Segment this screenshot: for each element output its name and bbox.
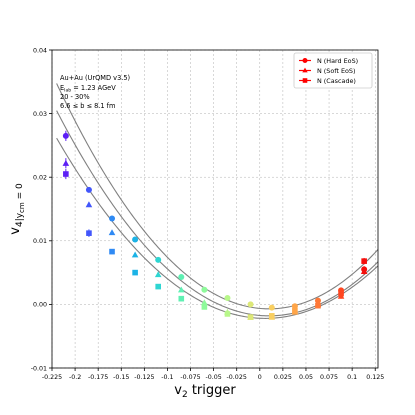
legend-marker-square (302, 78, 308, 83)
data-point-triangle (62, 159, 70, 166)
y-tick-label: -0.01 (31, 365, 47, 372)
x-tick-label: -0.1 (161, 374, 173, 381)
fit-curve (56, 83, 379, 310)
data-point-circle (291, 303, 298, 310)
data-point-square (338, 290, 344, 297)
data-point-circle (268, 304, 275, 311)
plot-frame (51, 49, 379, 369)
legend-item-hard-eos: N (Hard EoS) (299, 57, 358, 65)
x-tick-label: -0.175 (88, 374, 108, 381)
data-point-circle (224, 295, 231, 302)
legend-label-soft-eos: N (Soft EoS) (317, 67, 355, 75)
data-point-square (361, 258, 367, 264)
data-point-square (86, 230, 92, 236)
data-point-triangle (201, 299, 208, 306)
x-tick-label: 0.075 (320, 374, 338, 381)
y-tick-label: 0.04 (33, 47, 47, 54)
data-point-square (268, 313, 275, 319)
legend-item-soft-eos: N (Soft EoS) (299, 67, 355, 75)
data-point-square (132, 269, 138, 276)
y-axis-label: v4|ycm = 0 (8, 183, 26, 235)
legend-marker-triangle (302, 67, 308, 73)
data-point-square (201, 304, 208, 310)
data-point-square (247, 314, 254, 320)
data-point-circle (314, 297, 321, 304)
data-point-square (315, 302, 321, 309)
legend-label-hard-eos: N (Hard EoS) (317, 57, 358, 65)
legend: N (Hard EoS) N (Soft EoS) N (Cascade) (293, 52, 373, 89)
y-axis: -0.01 0.00 0.01 0.02 0.03 0.04 (31, 47, 52, 372)
legend-marker-circle (302, 58, 308, 63)
x-tick-label: 0.1 (347, 374, 357, 381)
annotation-centrality: 20 - 30% (60, 93, 90, 101)
data-point-square (224, 311, 231, 317)
y-tick-label: 0.01 (33, 238, 47, 245)
data-point-triangle (154, 271, 162, 278)
annotation-block: Au+Au (UrQMD v3.5) Elab = 1.23 AGeV 20 -… (60, 74, 130, 110)
annotation-system: Au+Au (UrQMD v3.5) (60, 74, 130, 82)
data-point-circle (201, 286, 208, 293)
legend-item-cascade: N (Cascade) (299, 77, 356, 85)
data-point-square (178, 295, 185, 302)
data-point-circle (132, 236, 139, 243)
x-tick-label: -0.075 (180, 374, 200, 381)
data-point-triangle (108, 229, 116, 236)
data-point-circle (247, 301, 254, 308)
x-tick-label: -0.125 (134, 374, 154, 381)
data-point-square (292, 307, 298, 314)
data-point-triangle (85, 201, 93, 208)
x-tick-label: 0.05 (299, 374, 313, 381)
data-point-circle (155, 256, 162, 263)
data-point-circle (109, 215, 116, 222)
fit-curve (56, 110, 379, 317)
data-point-triangle (131, 251, 139, 258)
data-point-square (109, 248, 115, 255)
data-point-circle (178, 274, 185, 281)
x-axis-label: v2 trigger (174, 383, 236, 400)
data-point-circle (85, 186, 92, 193)
data-point-circle (62, 132, 69, 139)
data-points (62, 130, 368, 320)
y-tick-label: 0.00 (33, 302, 47, 309)
annotation-energy: Elab = 1.23 AGeV (60, 84, 116, 94)
annotation-impact-parameter: 6.6 ≤ b ≤ 8.1 fm (60, 102, 115, 110)
y-tick-label: 0.02 (33, 175, 47, 182)
x-tick-label: -0.2 (69, 374, 81, 381)
x-tick-label: 0.125 (366, 374, 384, 381)
y-tick-label: 0.03 (33, 111, 47, 118)
data-point-triangle (360, 268, 368, 274)
legend-label-cascade: N (Cascade) (317, 77, 356, 85)
x-tick-label: -0.025 (227, 374, 247, 381)
x-axis: -0.225 -0.2 -0.175 -0.15 -0.125 -0.1 -0.075 -0.… (42, 368, 384, 381)
data-point-square (63, 171, 69, 177)
data-point-triangle (177, 286, 185, 293)
data-point-square (155, 283, 162, 290)
x-tick-label: 0.025 (274, 374, 292, 381)
x-tick-label: 0 (258, 374, 262, 381)
x-tick-label: -0.05 (205, 374, 221, 381)
legend-box (293, 52, 373, 89)
x-tick-label: -0.225 (42, 374, 62, 381)
x-tick-label: -0.15 (113, 374, 129, 381)
